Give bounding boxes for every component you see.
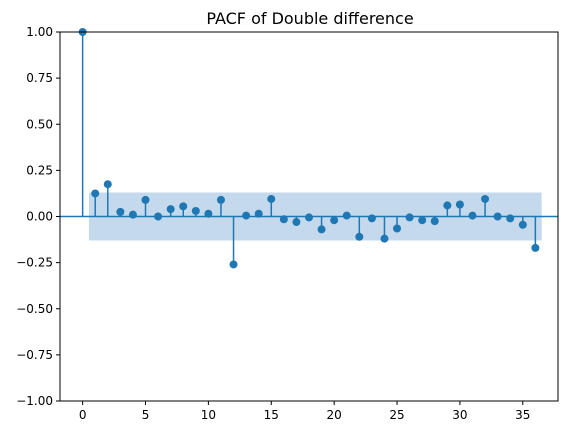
y-tick-label: 0.25 [26,163,53,177]
stem-marker [468,211,477,220]
x-tick-label: 30 [452,408,467,422]
y-tick-label: −0.25 [16,256,53,270]
stem-marker [506,214,515,223]
stem-marker [242,211,251,220]
axes-layer: 0 5 10 15 20 25 30 35 −1.00 −0.75 −0.50 −0.25 0.00 0.… [16,25,559,422]
stem-marker [229,260,238,269]
stem-marker [367,214,376,223]
y-tick-label: −0.75 [16,348,53,362]
y-tick-label: 1.00 [26,25,53,39]
stem-marker [481,194,490,203]
stem-marker [405,213,414,222]
stem-marker [292,218,301,227]
stem-marker [317,225,326,234]
y-tick-label: 0.50 [26,117,53,131]
stem-marker [216,195,225,204]
stem-marker [166,205,175,214]
x-tick-label: 15 [264,408,279,422]
x-tick-label: 10 [201,408,216,422]
x-tick-label: 25 [389,408,404,422]
y-tick-label: −1.00 [16,394,53,408]
y-tick-label: 0.00 [26,210,53,224]
stem-marker [191,206,200,215]
x-tick-label: 0 [79,408,87,422]
stem-marker [103,180,112,189]
stem-marker [493,212,502,221]
y-tick-label: −0.50 [16,302,53,316]
stem-marker [455,200,464,209]
stem-marker [330,216,339,225]
stem-marker [254,209,263,218]
stem-marker [154,212,163,221]
stem-marker [380,234,389,243]
x-tick-label: 35 [515,408,530,422]
x-tick-label: 20 [327,408,342,422]
stem-marker [305,213,313,222]
stem-marker [267,194,276,203]
stem-marker [443,201,452,210]
stem-marker [531,243,540,252]
y-tick-label: 0.75 [26,71,53,85]
stem-marker [355,232,364,241]
stem-marker [128,210,137,219]
stem-marker [430,217,439,226]
stem-marker [141,195,150,204]
stem-marker [418,216,427,225]
stem-marker [279,215,288,224]
stem-marker [342,211,351,220]
stem-marker [179,202,188,211]
x-tick-label: 5 [142,408,150,422]
stem-marker [116,207,125,216]
stem-marker [91,189,100,198]
stem-marker [518,220,527,229]
stem-marker [393,224,402,233]
stem-marker [204,209,213,218]
chart-title: PACF of Double difference [206,9,413,28]
